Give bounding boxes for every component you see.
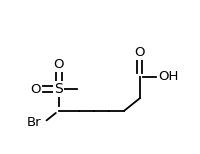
- Text: OH: OH: [158, 71, 178, 83]
- Text: O: O: [54, 58, 64, 71]
- Text: O: O: [134, 46, 145, 59]
- Text: Br: Br: [27, 116, 42, 129]
- Text: O: O: [31, 83, 41, 96]
- Text: S: S: [54, 82, 63, 96]
